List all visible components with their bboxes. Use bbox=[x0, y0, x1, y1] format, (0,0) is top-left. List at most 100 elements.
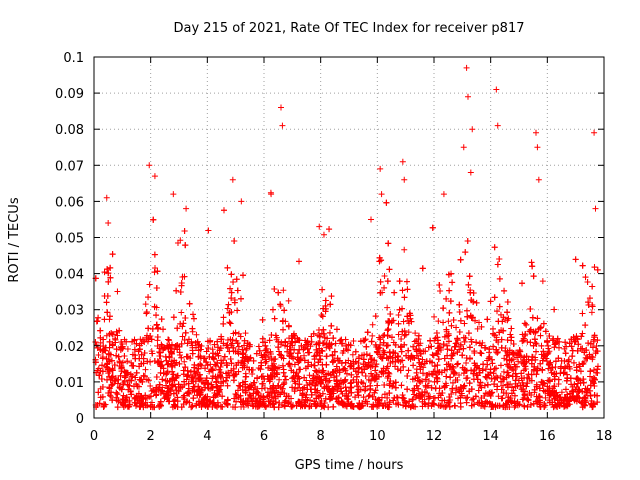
data-point bbox=[296, 381, 303, 388]
data-point bbox=[475, 387, 482, 394]
data-point bbox=[275, 393, 282, 400]
data-point bbox=[214, 338, 221, 345]
data-point bbox=[153, 321, 160, 328]
data-point bbox=[412, 330, 419, 337]
data-point bbox=[178, 354, 185, 361]
data-point bbox=[181, 336, 188, 343]
data-point bbox=[228, 360, 235, 367]
data-point bbox=[461, 338, 468, 345]
data-point bbox=[539, 278, 546, 285]
data-point bbox=[439, 397, 446, 404]
data-point bbox=[533, 371, 540, 378]
data-point bbox=[575, 341, 582, 348]
data-point bbox=[285, 323, 292, 330]
data-point bbox=[498, 336, 505, 343]
data-point bbox=[400, 363, 407, 370]
data-point bbox=[402, 399, 409, 406]
data-point bbox=[232, 390, 239, 397]
data-point bbox=[471, 350, 478, 357]
data-point bbox=[449, 352, 456, 359]
data-point bbox=[333, 363, 340, 370]
data-point bbox=[494, 383, 501, 390]
data-point bbox=[563, 343, 570, 350]
data-point bbox=[497, 362, 504, 369]
data-point bbox=[114, 404, 121, 411]
data-point bbox=[537, 360, 544, 367]
data-point bbox=[567, 375, 574, 382]
data-point bbox=[224, 305, 231, 312]
data-point bbox=[170, 314, 177, 321]
data-point bbox=[455, 360, 462, 367]
data-point bbox=[350, 376, 357, 383]
data-point bbox=[343, 370, 350, 377]
data-point bbox=[528, 259, 535, 266]
data-point bbox=[461, 320, 468, 327]
data-point bbox=[537, 332, 544, 339]
data-point bbox=[103, 363, 110, 370]
data-point bbox=[357, 338, 364, 345]
data-point bbox=[147, 383, 154, 390]
data-point bbox=[170, 371, 177, 378]
data-point bbox=[456, 309, 463, 316]
data-point bbox=[141, 338, 148, 345]
data-point bbox=[114, 380, 121, 387]
data-point bbox=[281, 390, 288, 397]
data-point bbox=[498, 395, 505, 402]
data-point bbox=[457, 317, 464, 324]
data-point bbox=[365, 393, 372, 400]
data-point bbox=[518, 375, 525, 382]
data-point bbox=[127, 388, 134, 395]
data-point bbox=[490, 370, 497, 377]
data-point bbox=[301, 352, 308, 359]
data-point bbox=[169, 368, 176, 375]
data-point bbox=[431, 313, 438, 320]
data-point bbox=[368, 216, 375, 223]
data-point bbox=[381, 284, 388, 291]
data-point bbox=[225, 301, 232, 308]
data-point bbox=[242, 373, 249, 380]
data-point bbox=[159, 362, 166, 369]
data-point bbox=[202, 365, 209, 372]
data-point bbox=[124, 346, 131, 353]
data-point bbox=[445, 332, 452, 339]
data-point bbox=[174, 398, 181, 405]
data-point bbox=[562, 339, 569, 346]
data-point bbox=[198, 388, 205, 395]
data-point bbox=[190, 311, 197, 318]
data-point bbox=[542, 388, 549, 395]
data-point bbox=[268, 331, 275, 338]
data-point bbox=[174, 239, 181, 246]
data-point bbox=[573, 333, 580, 340]
data-point bbox=[265, 354, 272, 361]
data-point bbox=[189, 350, 196, 357]
data-point bbox=[463, 375, 470, 382]
data-point bbox=[377, 278, 384, 285]
data-point bbox=[472, 317, 479, 324]
data-point bbox=[220, 340, 227, 347]
data-point bbox=[324, 335, 331, 342]
data-point bbox=[328, 293, 335, 300]
data-point bbox=[178, 340, 185, 347]
data-point bbox=[178, 309, 185, 316]
data-point bbox=[449, 379, 456, 386]
data-point bbox=[590, 366, 597, 373]
data-point bbox=[574, 375, 581, 382]
data-point bbox=[179, 273, 186, 280]
data-point bbox=[582, 274, 589, 281]
data-point bbox=[445, 318, 452, 325]
data-point bbox=[542, 394, 549, 401]
data-point bbox=[411, 338, 418, 345]
data-point bbox=[363, 351, 370, 358]
data-point bbox=[589, 344, 596, 351]
data-point bbox=[142, 392, 149, 399]
data-point bbox=[297, 387, 304, 394]
data-point bbox=[320, 231, 327, 238]
data-point bbox=[95, 365, 102, 372]
data-point bbox=[366, 392, 373, 399]
data-point bbox=[387, 359, 394, 366]
data-point bbox=[534, 315, 541, 322]
data-point bbox=[448, 322, 455, 329]
data-point bbox=[105, 356, 112, 363]
data-point bbox=[143, 334, 150, 341]
data-point bbox=[191, 361, 198, 368]
